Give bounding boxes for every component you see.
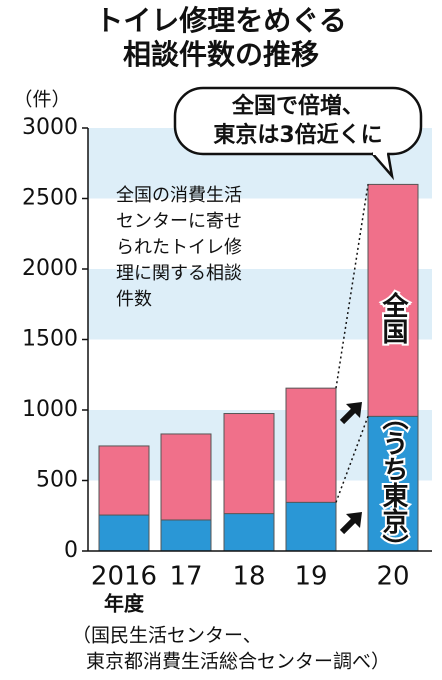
source: （国民生活センター、: [72, 625, 262, 647]
bar: [223, 513, 275, 552]
y-tick-label: 1000: [22, 397, 78, 422]
y-tick-label: 2500: [22, 186, 78, 211]
x-tick-label: 19: [294, 562, 327, 592]
x-tick-label: 20: [376, 562, 409, 592]
note-text: センターに寄せ: [116, 211, 242, 232]
x-tick-label: 2016: [91, 562, 157, 592]
bar: [98, 514, 150, 552]
y-tick-label: 3000: [22, 115, 78, 140]
callout-tail-cover: [373, 149, 387, 155]
trend-guide: [335, 416, 369, 503]
y-tick-label: 1500: [22, 327, 78, 352]
note-text: 全国の消費生活: [116, 185, 242, 206]
callout-text: 全国で倍増、: [231, 93, 364, 119]
callout-bubble: [173, 86, 423, 156]
y-unit: （件）: [13, 89, 70, 111]
bar: [160, 519, 212, 552]
arrow-head: [346, 512, 362, 528]
y-tick-label: 2000: [22, 256, 78, 281]
y-tick-label: 500: [36, 468, 78, 493]
note-text: られたトイレ修: [116, 237, 242, 258]
series-label: 全国: [378, 291, 409, 344]
y-tick-label: 0: [64, 538, 78, 563]
x-axis-label: 年度: [104, 592, 145, 616]
x-tick-label: 17: [169, 562, 202, 592]
trend-guide: [335, 184, 369, 389]
note-text: 件数: [116, 289, 152, 310]
x-tick-label: 18: [232, 562, 265, 592]
source: 東京都消費生活総合センター調べ）: [86, 651, 390, 673]
callout-text: 東京は3倍近くに: [213, 122, 382, 148]
callout-tail: [371, 152, 395, 181]
chart-title: 相談件数の推移: [123, 38, 319, 71]
bar: [367, 415, 419, 552]
note-text: 理に関する相談: [116, 263, 242, 284]
bar: [285, 501, 337, 552]
arrow-head: [346, 402, 362, 418]
plot-area: 0 500 1000 1500 2000 2500 3000 全国の消費生活センターに寄せられ…: [22, 115, 432, 616]
series-label: （うち東京）: [378, 404, 408, 560]
chart-title: トイレ修理をめぐる: [95, 4, 346, 37]
